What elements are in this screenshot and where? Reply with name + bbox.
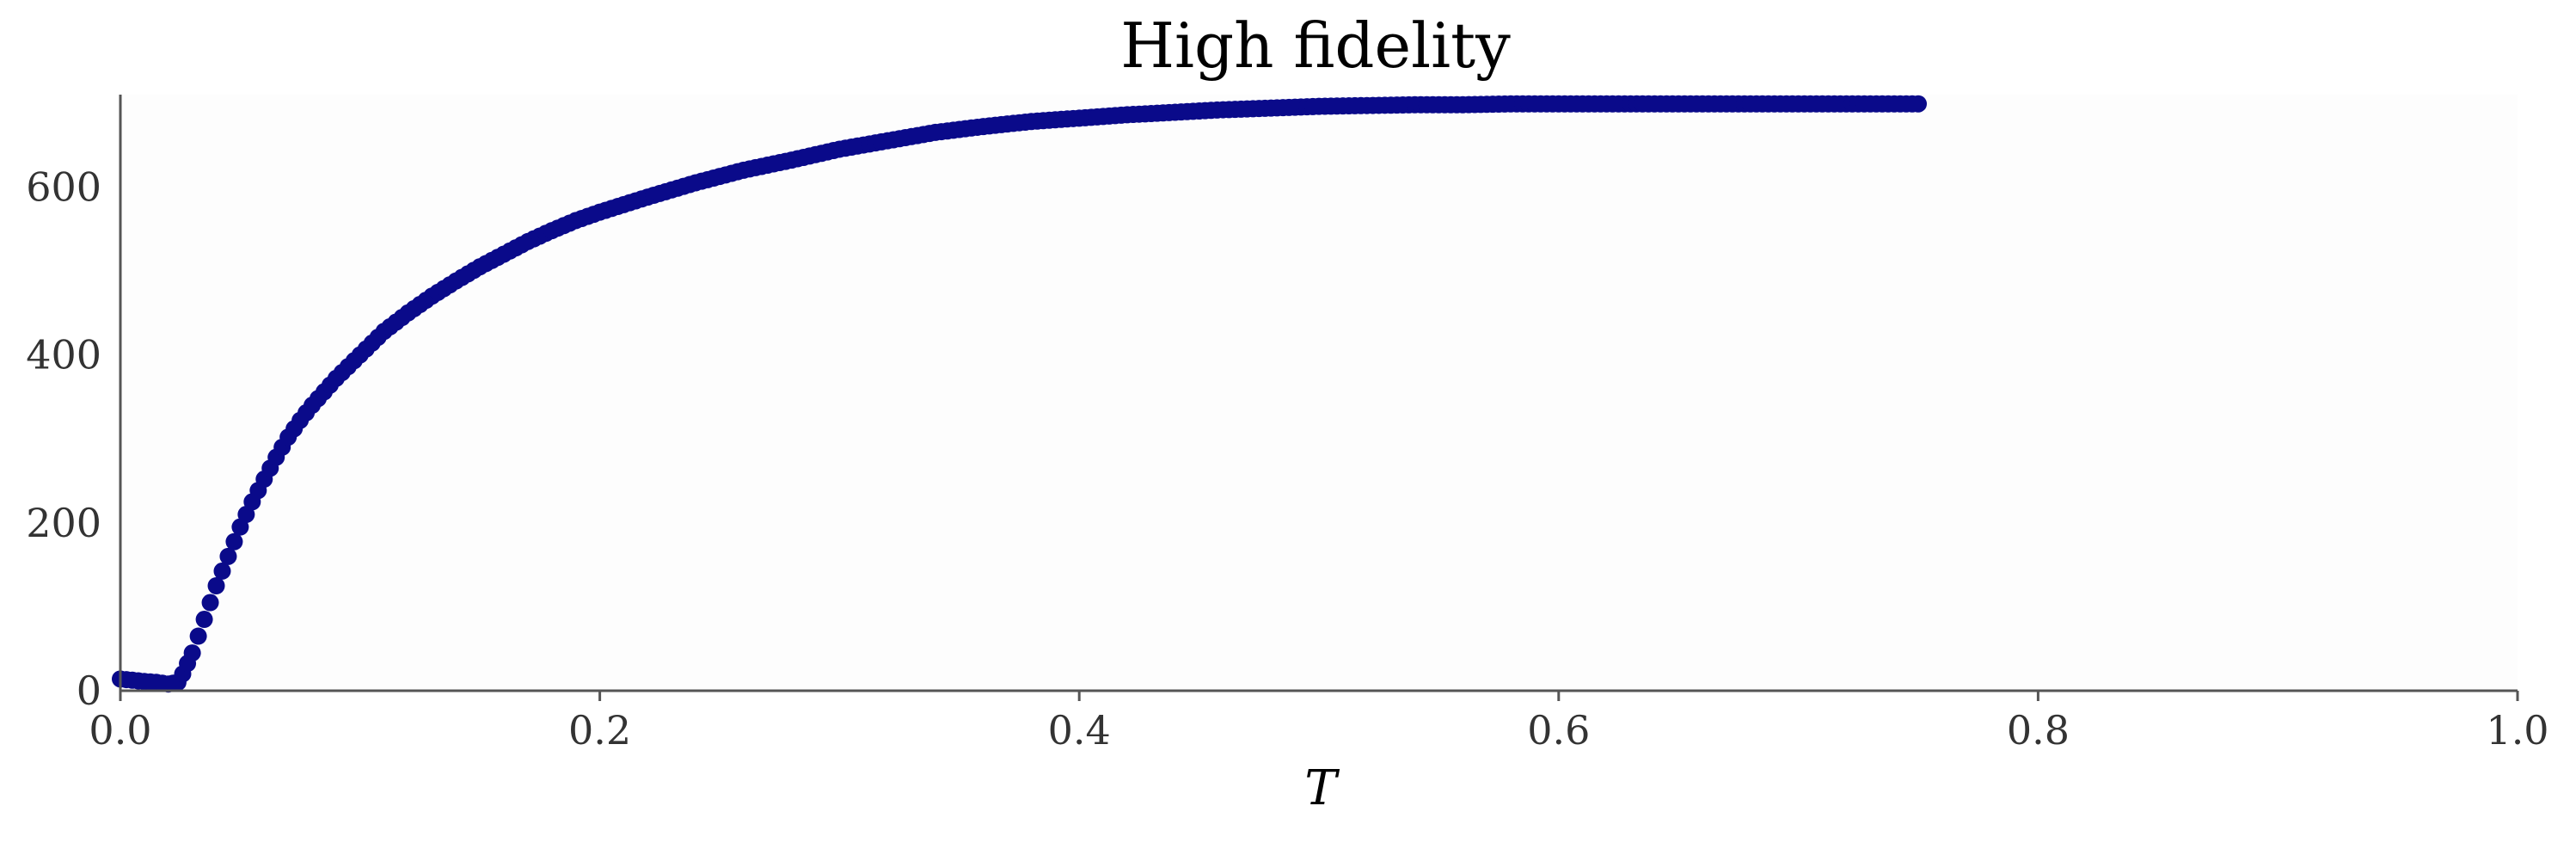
y-tick-label: 600 (26, 163, 101, 210)
data-point (219, 547, 237, 565)
x-tick-label: 0.2 (568, 707, 631, 754)
x-tick-label: 0.6 (1527, 707, 1590, 754)
y-tick-label: 200 (26, 500, 101, 546)
x-tick-label: 1.0 (2486, 707, 2548, 754)
x-tick-label: 0.4 (1048, 707, 1111, 754)
x-tick-label: 0.0 (89, 707, 151, 754)
data-point (207, 576, 225, 594)
x-tick-label: 0.8 (2007, 707, 2070, 754)
data-point (183, 644, 201, 662)
data-point (201, 594, 219, 612)
chart-title: High fidelity (1120, 9, 1511, 82)
data-point (213, 562, 231, 580)
x-ticks: 0.0 0.2 0.4 0.6 0.8 1.0 (89, 691, 2549, 754)
y-tick-label: 0 (77, 668, 101, 714)
data-point (1910, 95, 1927, 113)
data-point (195, 611, 213, 629)
x-axis-label: T (1304, 760, 1340, 816)
plot-background (120, 95, 2518, 691)
data-point (189, 627, 207, 645)
data-point (225, 532, 243, 551)
y-tick-label: 400 (26, 332, 101, 378)
data-points (112, 95, 1927, 693)
y-ticks: 0 200 400 600 (26, 163, 101, 714)
